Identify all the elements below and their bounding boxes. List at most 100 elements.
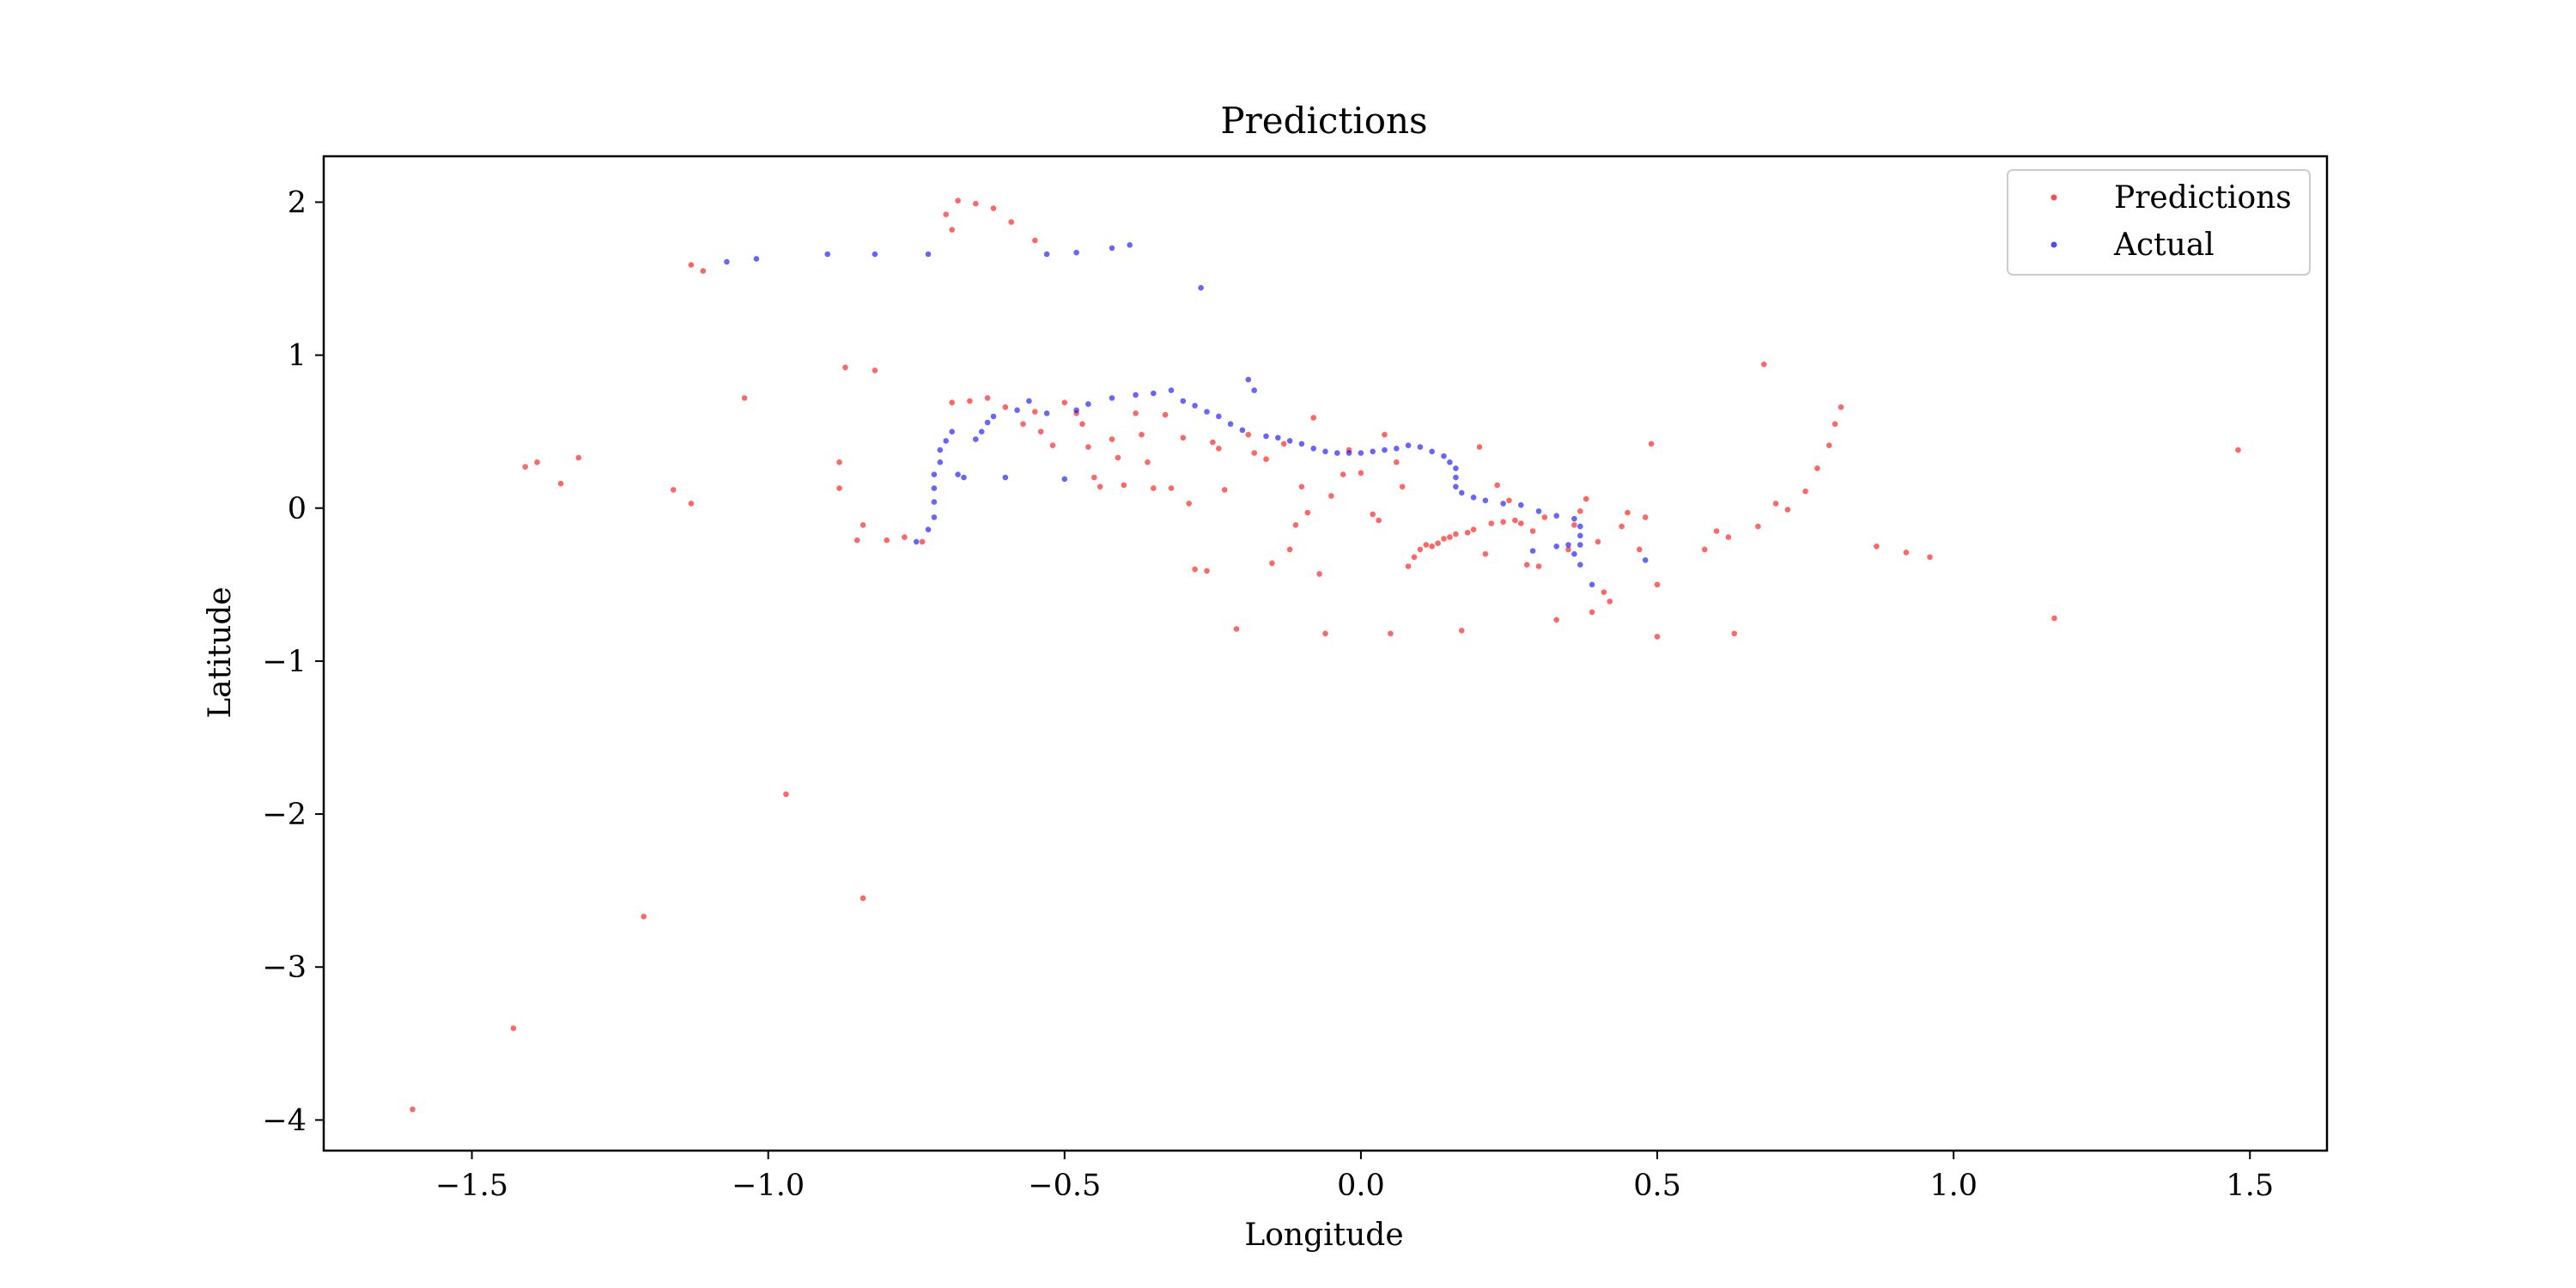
predictions-point-12 — [700, 268, 707, 274]
predictions-point-135 — [1838, 404, 1844, 410]
actual-point-63 — [1453, 474, 1459, 481]
actual-point-17 — [937, 447, 944, 453]
predictions-point-114 — [1601, 589, 1607, 595]
x-tick-label: −1.0 — [732, 1169, 805, 1203]
predictions-point-106 — [1541, 514, 1548, 520]
predictions-point-9 — [670, 487, 677, 493]
predictions-point-63 — [1263, 456, 1269, 462]
predictions-point-19 — [860, 522, 866, 528]
predictions-point-26 — [973, 200, 979, 207]
predictions-point-70 — [1310, 415, 1316, 421]
actual-point-25 — [990, 413, 997, 420]
predictions-point-59 — [1221, 487, 1228, 493]
predictions-point-69 — [1304, 509, 1311, 516]
predictions-point-132 — [1814, 465, 1820, 471]
predictions-point-27 — [990, 205, 997, 211]
predictions-point-139 — [2051, 615, 2057, 622]
predictions-point-48 — [1139, 431, 1145, 438]
x-axis-label: Longitude — [1244, 1218, 1403, 1253]
predictions-point-124 — [1713, 528, 1720, 534]
points-layer — [410, 197, 2241, 1113]
predictions-point-71 — [1316, 571, 1322, 577]
predictions-point-121 — [1654, 581, 1661, 588]
actual-point-34 — [1133, 392, 1139, 398]
predictions-point-136 — [1874, 544, 1880, 550]
actual-point-31 — [1073, 407, 1079, 414]
actual-point-39 — [1204, 409, 1210, 415]
actual-point-1 — [753, 256, 760, 262]
predictions-point-87 — [1429, 544, 1435, 550]
y-tick-label: 0 — [288, 492, 307, 526]
actual-point-18 — [943, 438, 949, 444]
predictions-point-62 — [1251, 450, 1257, 456]
predictions-point-64 — [1269, 560, 1275, 567]
predictions-point-95 — [1476, 444, 1483, 450]
actual-point-20 — [955, 471, 961, 477]
predictions-point-33 — [1002, 404, 1009, 410]
predictions-point-133 — [1826, 442, 1832, 448]
actual-point-41 — [1227, 421, 1234, 428]
predictions-point-5 — [522, 464, 528, 470]
predictions-point-6 — [534, 459, 540, 465]
predictions-point-76 — [1358, 470, 1364, 477]
predictions-point-50 — [1151, 485, 1157, 491]
predictions-point-11 — [688, 262, 695, 268]
actual-point-12 — [931, 514, 938, 520]
actual-point-40 — [1216, 413, 1222, 420]
actual-point-49 — [1310, 446, 1316, 452]
predictions-point-86 — [1423, 542, 1430, 548]
predictions-point-16 — [836, 459, 842, 465]
predictions-point-52 — [1168, 485, 1175, 491]
actual-point-15 — [931, 471, 938, 477]
actual-point-30 — [1061, 476, 1068, 483]
predictions-point-30 — [949, 399, 955, 406]
predictions-point-60 — [1233, 626, 1240, 632]
actual-point-3 — [872, 251, 878, 258]
actual-point-43 — [1245, 376, 1252, 383]
actual-point-77 — [1577, 562, 1583, 568]
predictions-point-4 — [860, 895, 866, 902]
predictions-point-61 — [1245, 431, 1252, 438]
y-axis-label: Latitude — [203, 586, 238, 718]
predictions-point-91 — [1453, 531, 1459, 538]
actual-point-4 — [925, 251, 932, 258]
actual-point-55 — [1382, 447, 1388, 453]
predictions-point-77 — [1370, 511, 1376, 518]
predictions-point-120 — [1648, 440, 1655, 447]
actual-point-8 — [1127, 242, 1133, 248]
predictions-point-36 — [1037, 428, 1044, 435]
predictions-point-38 — [1061, 399, 1068, 406]
predictions-point-90 — [1447, 534, 1453, 540]
predictions-point-34 — [1020, 421, 1026, 428]
predictions-point-85 — [1417, 546, 1424, 553]
chart-title: Predictions — [1220, 100, 1427, 142]
x-tick-label: 1.5 — [2226, 1169, 2274, 1203]
predictions-point-3 — [783, 791, 789, 798]
actual-point-33 — [1109, 395, 1115, 401]
actual-point-13 — [931, 499, 938, 505]
actual-point-29 — [1043, 410, 1050, 416]
predictions-point-84 — [1411, 554, 1418, 561]
predictions-point-72 — [1322, 630, 1328, 637]
actual-point-69 — [1518, 501, 1524, 508]
actual-point-51 — [1334, 450, 1340, 456]
predictions-point-21 — [902, 534, 908, 540]
actual-point-26 — [1002, 474, 1009, 481]
predictions-point-115 — [1607, 598, 1613, 605]
actual-point-50 — [1322, 448, 1328, 455]
predictions-point-113 — [1595, 538, 1601, 545]
predictions-point-20 — [884, 537, 890, 544]
actual-point-70 — [1535, 508, 1542, 514]
predictions-point-80 — [1388, 630, 1394, 637]
actual-point-74 — [1577, 532, 1583, 539]
predictions-point-140 — [2235, 447, 2241, 453]
actual-point-59 — [1429, 448, 1435, 455]
actual-point-52 — [1346, 450, 1352, 456]
y-tick-label: −4 — [262, 1103, 307, 1138]
actual-point-72 — [1571, 515, 1577, 522]
actual-point-38 — [1192, 403, 1198, 409]
legend-marker-actual — [2050, 241, 2057, 248]
actual-point-80 — [1529, 548, 1536, 554]
actual-point-45 — [1263, 433, 1269, 440]
